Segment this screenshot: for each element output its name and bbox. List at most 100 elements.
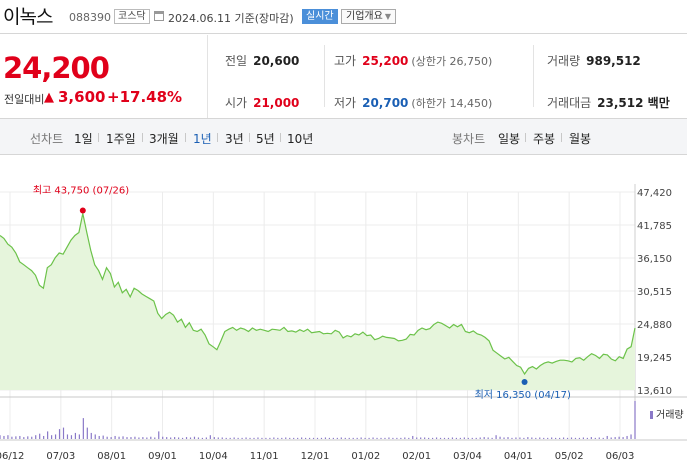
volume-bar xyxy=(404,437,406,439)
volume-bar xyxy=(54,434,57,439)
volume-bar xyxy=(316,437,319,439)
period-1y[interactable]: 1년 xyxy=(193,132,212,146)
volume-bar xyxy=(547,437,549,439)
volume-bar xyxy=(471,437,473,439)
change-label: 전일대비 xyxy=(4,93,45,106)
x-tick-label: 08/01 xyxy=(97,451,126,462)
volume-bar xyxy=(408,437,410,439)
period-3m[interactable]: 3개월 xyxy=(149,132,179,146)
volume-bar xyxy=(193,436,196,439)
volume-bar xyxy=(443,437,446,439)
volume-bar xyxy=(197,437,200,439)
volume-bar xyxy=(519,437,521,439)
volume-bar xyxy=(324,437,327,439)
volume-bar xyxy=(265,437,267,439)
volume-bar xyxy=(416,437,418,439)
volume-bar xyxy=(70,435,73,439)
volume-bar xyxy=(348,437,350,439)
volume-bar xyxy=(535,437,537,439)
toolbar-divider xyxy=(185,133,186,142)
volume-bar xyxy=(539,437,541,439)
volume-bar xyxy=(285,437,287,439)
period-10y[interactable]: 10년 xyxy=(287,132,314,146)
volume-bar xyxy=(106,436,108,439)
volume-bar xyxy=(467,437,469,439)
volume-legend-label: 거래량 xyxy=(656,410,684,421)
volume-bar xyxy=(503,437,505,439)
stat-amount-value: 23,512 백만 xyxy=(597,96,670,110)
candle-monthly[interactable]: 월봉 xyxy=(569,132,592,146)
volume-bar xyxy=(372,437,374,439)
volume-bar xyxy=(74,432,77,439)
volume-bar xyxy=(110,437,112,439)
volume-bar xyxy=(0,435,1,439)
stat-open: 시가 21,000 xyxy=(225,94,299,111)
stat-high-label: 고가 xyxy=(334,54,357,68)
price-chart[interactable]: 47,420 41,785 36,150 30,515 24,880 19,245 13,6… xyxy=(0,155,687,464)
period-1w[interactable]: 1주일 xyxy=(106,132,136,146)
volume-bar xyxy=(420,437,422,439)
stat-volume-value: 989,512 xyxy=(586,54,641,68)
volume-bar xyxy=(511,437,513,439)
x-tick-label: 04/01 xyxy=(504,451,533,462)
volume-bar xyxy=(483,437,485,439)
stock-name[interactable]: 이녹스 xyxy=(3,6,53,28)
stat-open-label: 시가 xyxy=(225,96,248,110)
volume-bar xyxy=(388,437,390,439)
volume-bar xyxy=(515,437,517,439)
period-1d[interactable]: 1일 xyxy=(74,132,93,146)
volume-bar xyxy=(558,437,561,439)
volume-bar xyxy=(352,437,354,439)
volume-bar xyxy=(3,435,5,439)
x-tick-label: 06/03 xyxy=(606,451,635,462)
volume-bar xyxy=(82,418,84,439)
volume-bar xyxy=(138,437,140,439)
volume-bar xyxy=(217,437,219,439)
volume-bar xyxy=(19,435,21,439)
candle-chart-label[interactable]: 봉차트 xyxy=(452,132,486,146)
volume-bar xyxy=(150,436,152,439)
volume-bar xyxy=(269,437,271,439)
realtime-button[interactable]: 실시간 xyxy=(302,9,338,24)
volume-bar xyxy=(78,434,80,439)
toolbar-divider xyxy=(280,133,281,142)
volume-bar xyxy=(257,437,259,439)
period-5y[interactable]: 5년 xyxy=(256,132,275,146)
as-of-date: 2024.06.11 기준(장마감) xyxy=(168,12,294,25)
volume-bar xyxy=(606,435,608,439)
candle-daily[interactable]: 일봉 xyxy=(498,132,521,146)
volume-bar xyxy=(27,436,29,439)
period-3y[interactable]: 3년 xyxy=(225,132,244,146)
volume-bar xyxy=(380,437,382,439)
volume-bar xyxy=(396,437,398,439)
volume-bar xyxy=(527,437,529,439)
volume-bar xyxy=(130,437,132,439)
volume-bar xyxy=(261,437,263,439)
market-badge: 코스닥 xyxy=(114,9,150,24)
price-stats: 전일 20,600 시가 21,000 고가 25,200 (상한가 26,750) 저… xyxy=(207,35,687,118)
volume-bar xyxy=(451,437,454,439)
volume-bar xyxy=(233,437,235,439)
volume-bar xyxy=(177,437,180,439)
stat-high-value: 25,200 xyxy=(362,54,409,68)
volume-bar xyxy=(320,437,323,439)
y-tick-label: 47,420 xyxy=(637,188,672,199)
volume-bar xyxy=(142,437,144,439)
price-summary: 24,200 전일대비 ▲ 3,600 +17.48% xyxy=(0,35,207,118)
volume-bar xyxy=(384,437,386,439)
candle-weekly[interactable]: 주봉 xyxy=(533,132,556,146)
line-chart-label[interactable]: 선차트 xyxy=(30,132,64,146)
volume-bar xyxy=(181,437,184,439)
volume-bar xyxy=(566,437,569,439)
volume-bar xyxy=(582,437,585,439)
volume-bar xyxy=(118,436,120,439)
volume-bar xyxy=(328,437,331,439)
volume-bar xyxy=(459,437,461,439)
volume-bar xyxy=(555,437,557,439)
volume-bar xyxy=(376,437,378,439)
volume-bar xyxy=(146,437,148,439)
company-overview-button[interactable]: 기업개요 ▼ xyxy=(341,9,396,24)
volume-bar xyxy=(531,437,533,439)
y-tick-label: 36,150 xyxy=(637,254,672,265)
volume-bar xyxy=(634,401,636,439)
